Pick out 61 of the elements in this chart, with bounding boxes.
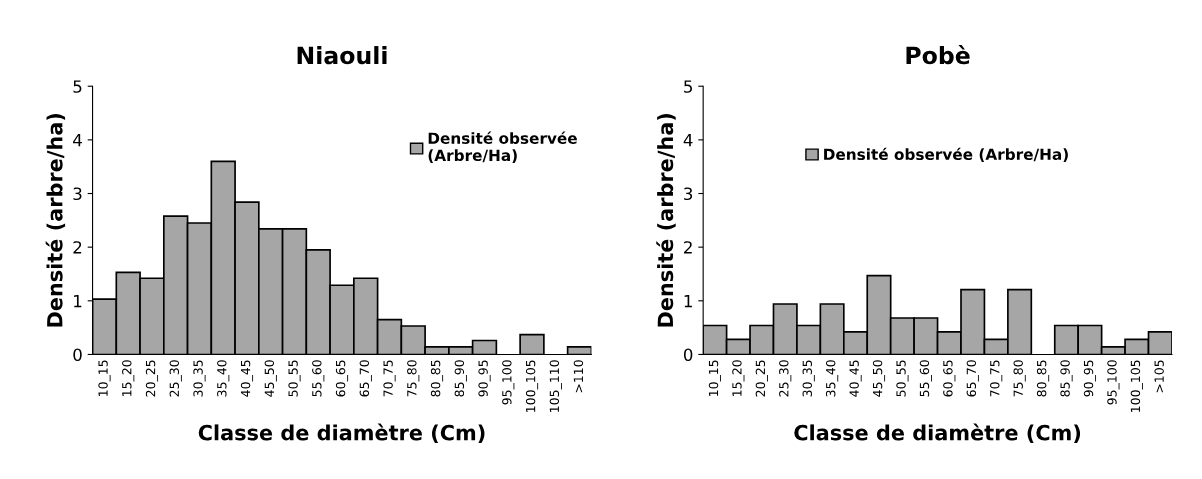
x-tick-label: 55_60: [919, 360, 932, 397]
x-tick-label: 105_110: [549, 360, 562, 412]
x-tick-label: 80_85: [430, 360, 444, 397]
chart-title: Pobè: [906, 45, 970, 65]
x-axis-title: Classe de diamètre (Cm): [198, 423, 485, 443]
x-tick-label: 70_75: [990, 360, 1003, 397]
x-tick-label: 80_85: [1036, 360, 1050, 397]
chart-title: Niaouli: [297, 46, 387, 65]
x-tick-label: 85_90: [1060, 360, 1073, 397]
x-tick-label: 30_35: [802, 360, 815, 397]
x-tick-label: 90_95: [1083, 360, 1097, 397]
x-tick-label: 55_60: [312, 360, 325, 397]
y-tick-label: 0: [73, 348, 82, 362]
x-tick-label: 50_55: [288, 360, 301, 397]
x-tick-label: 75_80: [1013, 360, 1026, 397]
x-tick-label: 100_105: [1130, 360, 1143, 412]
y-tick-label: 0: [683, 348, 693, 362]
y-tick-label: 3: [73, 187, 82, 201]
y-tick-label: 3: [684, 187, 693, 201]
legend-label: Densité observée (Arbre/Ha): [824, 147, 1068, 162]
x-tick-label: 65_70: [359, 360, 372, 397]
x-tick-label: 50_55: [896, 360, 909, 397]
y-axis-title: Densité (arbre/ha): [656, 113, 676, 327]
x-tick-label: 35_40: [217, 360, 230, 397]
x-tick-label: 45_50: [872, 360, 886, 397]
x-tick-label: 95_100: [1107, 360, 1120, 405]
x-tick-label: 20_25: [145, 360, 159, 397]
y-tick-label: 1: [684, 294, 692, 308]
x-tick-label: 75_80: [407, 360, 420, 397]
x-tick-label: 90_95: [478, 360, 491, 397]
x-tick-label: 20_25: [755, 360, 768, 397]
x-tick-label: 95_100: [502, 360, 515, 405]
x-tick-label: 25_30: [779, 360, 792, 397]
x-tick-label: 25_30: [169, 360, 182, 397]
x-tick-label: 100_105: [525, 360, 539, 412]
x-tick-label: 65_70: [966, 360, 979, 397]
x-tick-label: 60_65: [943, 360, 956, 397]
y-tick-label: 4: [73, 134, 82, 147]
x-tick-label: >110: [573, 360, 584, 393]
y-tick-label: 2: [73, 241, 82, 254]
x-tick-label: 85_90: [454, 360, 467, 397]
y-tick-label: 1: [74, 294, 82, 308]
x-tick-label: 15_20: [732, 360, 745, 397]
x-tick-label: 70_75: [383, 360, 396, 397]
x-tick-label: 35_40: [825, 360, 839, 397]
x-tick-label: 30_35: [193, 360, 206, 397]
x-tick-label: 40_45: [240, 360, 254, 397]
x-tick-label: 10_15: [708, 360, 721, 397]
x-tick-label: 40_45: [849, 360, 862, 397]
x-tick-label: 10_15: [98, 360, 111, 397]
x-tick-label: 45_50: [264, 360, 277, 397]
y-tick-label: 4: [683, 134, 693, 147]
x-tick-label: 60_65: [335, 360, 349, 397]
y-tick-label: 5: [684, 80, 692, 93]
x-axis-title: Classe de diamètre (Cm): [794, 423, 1081, 443]
legend-label: Densité observée (Arbre/Ha): [428, 131, 577, 163]
x-tick-label: 15_20: [122, 360, 135, 397]
y-axis-title: Densité (arbre/ha): [45, 113, 66, 327]
y-tick-label: 5: [73, 80, 82, 93]
y-tick-label: 2: [684, 241, 692, 254]
x-tick-label: >105: [1154, 360, 1164, 393]
